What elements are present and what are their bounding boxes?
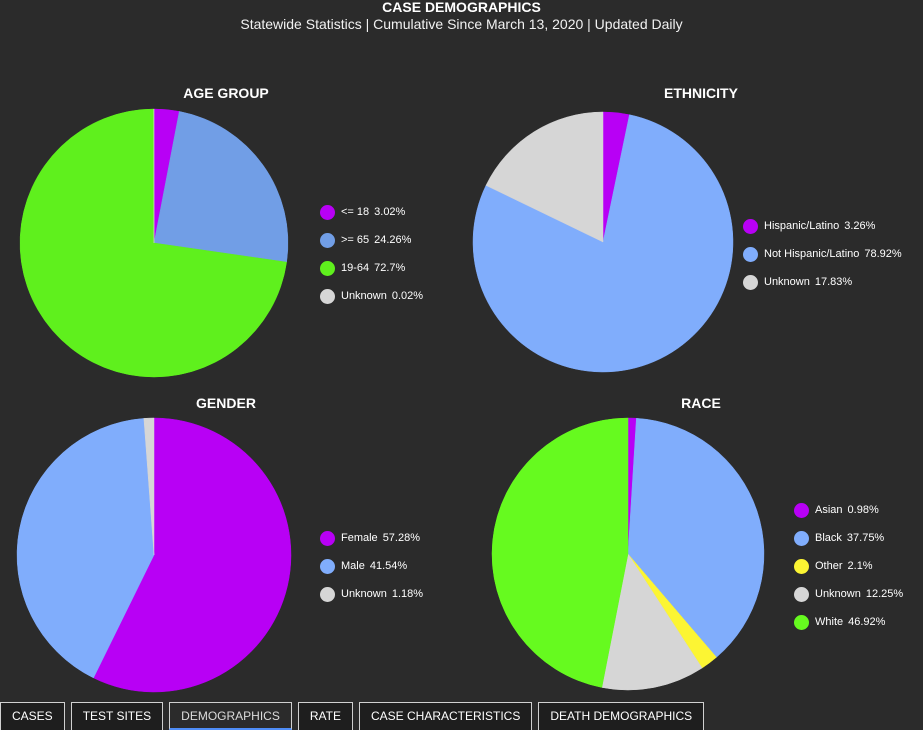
gender-legend-swatch [320, 558, 335, 574]
race-legend-item: Unknown 12.25% [794, 580, 903, 608]
age-group-legend-swatch [320, 260, 335, 276]
ethnicity-legend-item: Unknown 17.83% [743, 268, 902, 296]
race-legend-value: 12.25% [865, 588, 904, 600]
race-legend-value: 0.98% [847, 504, 879, 516]
tab-demographics[interactable]: DEMOGRAPHICS [169, 702, 292, 730]
tab-test-sites[interactable]: TEST SITES [70, 702, 164, 730]
age-group-legend-label: >= 65 [341, 234, 370, 246]
ethnicity-legend-value: 78.92% [864, 248, 902, 260]
age-group-chart-title: AGE GROUP [183, 85, 269, 101]
race-legend-swatch [794, 502, 809, 518]
ethnicity-slice-unknown [485, 111, 604, 243]
gender-legend: Female 57.28% Male 41.54% Unknown 1.18% [320, 524, 423, 608]
race-legend-swatch [794, 614, 809, 630]
race-legend-value: 2.1% [847, 560, 873, 572]
race-legend-swatch [794, 530, 809, 546]
ethnicity-legend-label: Hispanic/Latino [764, 220, 840, 232]
age-group-legend-item: 19-64 72.7% [320, 254, 423, 282]
tab-case-characteristics[interactable]: CASE CHARACTERISTICS [358, 702, 533, 730]
race-slice-unknown [601, 553, 703, 691]
gender-slice-female [93, 417, 292, 693]
age-group-legend-label: 19-64 [341, 262, 370, 274]
dashboard-tab-bar: CASES TEST SITES DEMOGRAPHICS RATE CASE CHAR… [0, 702, 923, 730]
tab-death-demographics[interactable]: DEATH DEMOGRAPHICS [538, 702, 705, 730]
race-legend-label: Unknown [815, 588, 861, 600]
ethnicity-legend-value: 17.83% [814, 276, 853, 288]
age-group-legend-value: 72.7% [374, 262, 406, 274]
race-legend-item: Asian 0.98% [794, 496, 903, 524]
page-title: CASE DEMOGRAPHICS [382, 0, 541, 15]
age-group-slice-65 [153, 111, 289, 263]
tab-rate[interactable]: RATE [297, 702, 353, 730]
age-group-legend-label: Unknown [341, 290, 387, 302]
age-group-legend-value: 24.26% [374, 234, 412, 246]
gender-legend-label: Male [341, 560, 365, 572]
gender-legend-value: 41.54% [369, 560, 408, 572]
age-group-legend-item: Unknown 0.02% [320, 282, 423, 310]
race-chart-title: RACE [681, 395, 721, 411]
gender-legend-label: Unknown [341, 588, 387, 600]
gender-legend-label: Female [341, 532, 378, 544]
ethnicity-legend-item: Not Hispanic/Latino 78.92% [743, 240, 902, 268]
ethnicity-legend-item: Hispanic/Latino 3.26% [743, 212, 902, 240]
ethnicity-legend-label: Unknown [764, 276, 810, 288]
gender-slice-unknown [143, 417, 155, 556]
race-pie-chart [491, 417, 765, 691]
age-group-legend: <= 18 3.02% >= 65 24.26% 19-64 72.7% Unknown 0.… [320, 198, 423, 310]
race-legend-label: Asian [815, 504, 843, 516]
gender-legend-swatch [320, 586, 335, 602]
ethnicity-pie-chart [472, 111, 734, 373]
gender-legend-value: 1.18% [391, 588, 424, 600]
dashboard-header: CASE DEMOGRAPHICS Statewide Statistics |… [0, 0, 923, 34]
age-group-legend-label: <= 18 [341, 206, 370, 218]
ethnicity-legend-swatch [743, 246, 758, 262]
race-legend: Asian 0.98% Black 37.75% Other 2.1% Unknown 12.… [794, 496, 903, 636]
ethnicity-legend: Hispanic/Latino 3.26% Not Hispanic/Latino 7… [743, 212, 902, 296]
age-group-legend-swatch [320, 204, 335, 220]
age-group-legend-swatch [320, 232, 335, 248]
age-group-legend-swatch [320, 288, 335, 304]
race-slice-white [491, 417, 629, 688]
gender-slice-male [16, 418, 155, 679]
race-legend-label: Other [815, 560, 843, 572]
age-group-slice-19-64 [19, 108, 287, 378]
gender-pie-chart [16, 417, 292, 693]
race-legend-item: Black 37.75% [794, 524, 903, 552]
race-legend-label: White [815, 616, 844, 628]
gender-legend-item: Male 41.54% [320, 552, 423, 580]
gender-chart-title: GENDER [196, 395, 256, 411]
age-group-pie-chart [19, 108, 289, 378]
race-legend-value: 37.75% [846, 532, 885, 544]
tab-cases[interactable]: CASES [0, 702, 65, 730]
race-legend-value: 46.92% [848, 616, 886, 628]
ethnicity-legend-swatch [743, 218, 758, 234]
gender-legend-value: 57.28% [382, 532, 420, 544]
page-subtitle: Statewide Statistics | Cumulative Since … [240, 16, 683, 32]
age-group-legend-value: 3.02% [374, 206, 406, 218]
race-legend-swatch [794, 586, 809, 602]
age-group-legend-value: 0.02% [391, 290, 424, 302]
ethnicity-legend-value: 3.26% [844, 220, 876, 232]
race-legend-item: Other 2.1% [794, 552, 903, 580]
ethnicity-legend-swatch [743, 274, 758, 290]
age-group-legend-item: >= 65 24.26% [320, 226, 423, 254]
race-slice-black [627, 417, 765, 658]
gender-legend-item: Female 57.28% [320, 524, 423, 552]
race-legend-label: Black [815, 532, 842, 544]
gender-legend-swatch [320, 530, 335, 546]
gender-legend-item: Unknown 1.18% [320, 580, 423, 608]
race-legend-item: White 46.92% [794, 608, 903, 636]
ethnicity-legend-label: Not Hispanic/Latino [764, 248, 860, 260]
age-group-legend-item: <= 18 3.02% [320, 198, 423, 226]
ethnicity-chart-title: ETHNICITY [664, 85, 738, 101]
ethnicity-slice-not-hispanic-latino [472, 114, 734, 373]
race-legend-swatch [794, 558, 809, 574]
